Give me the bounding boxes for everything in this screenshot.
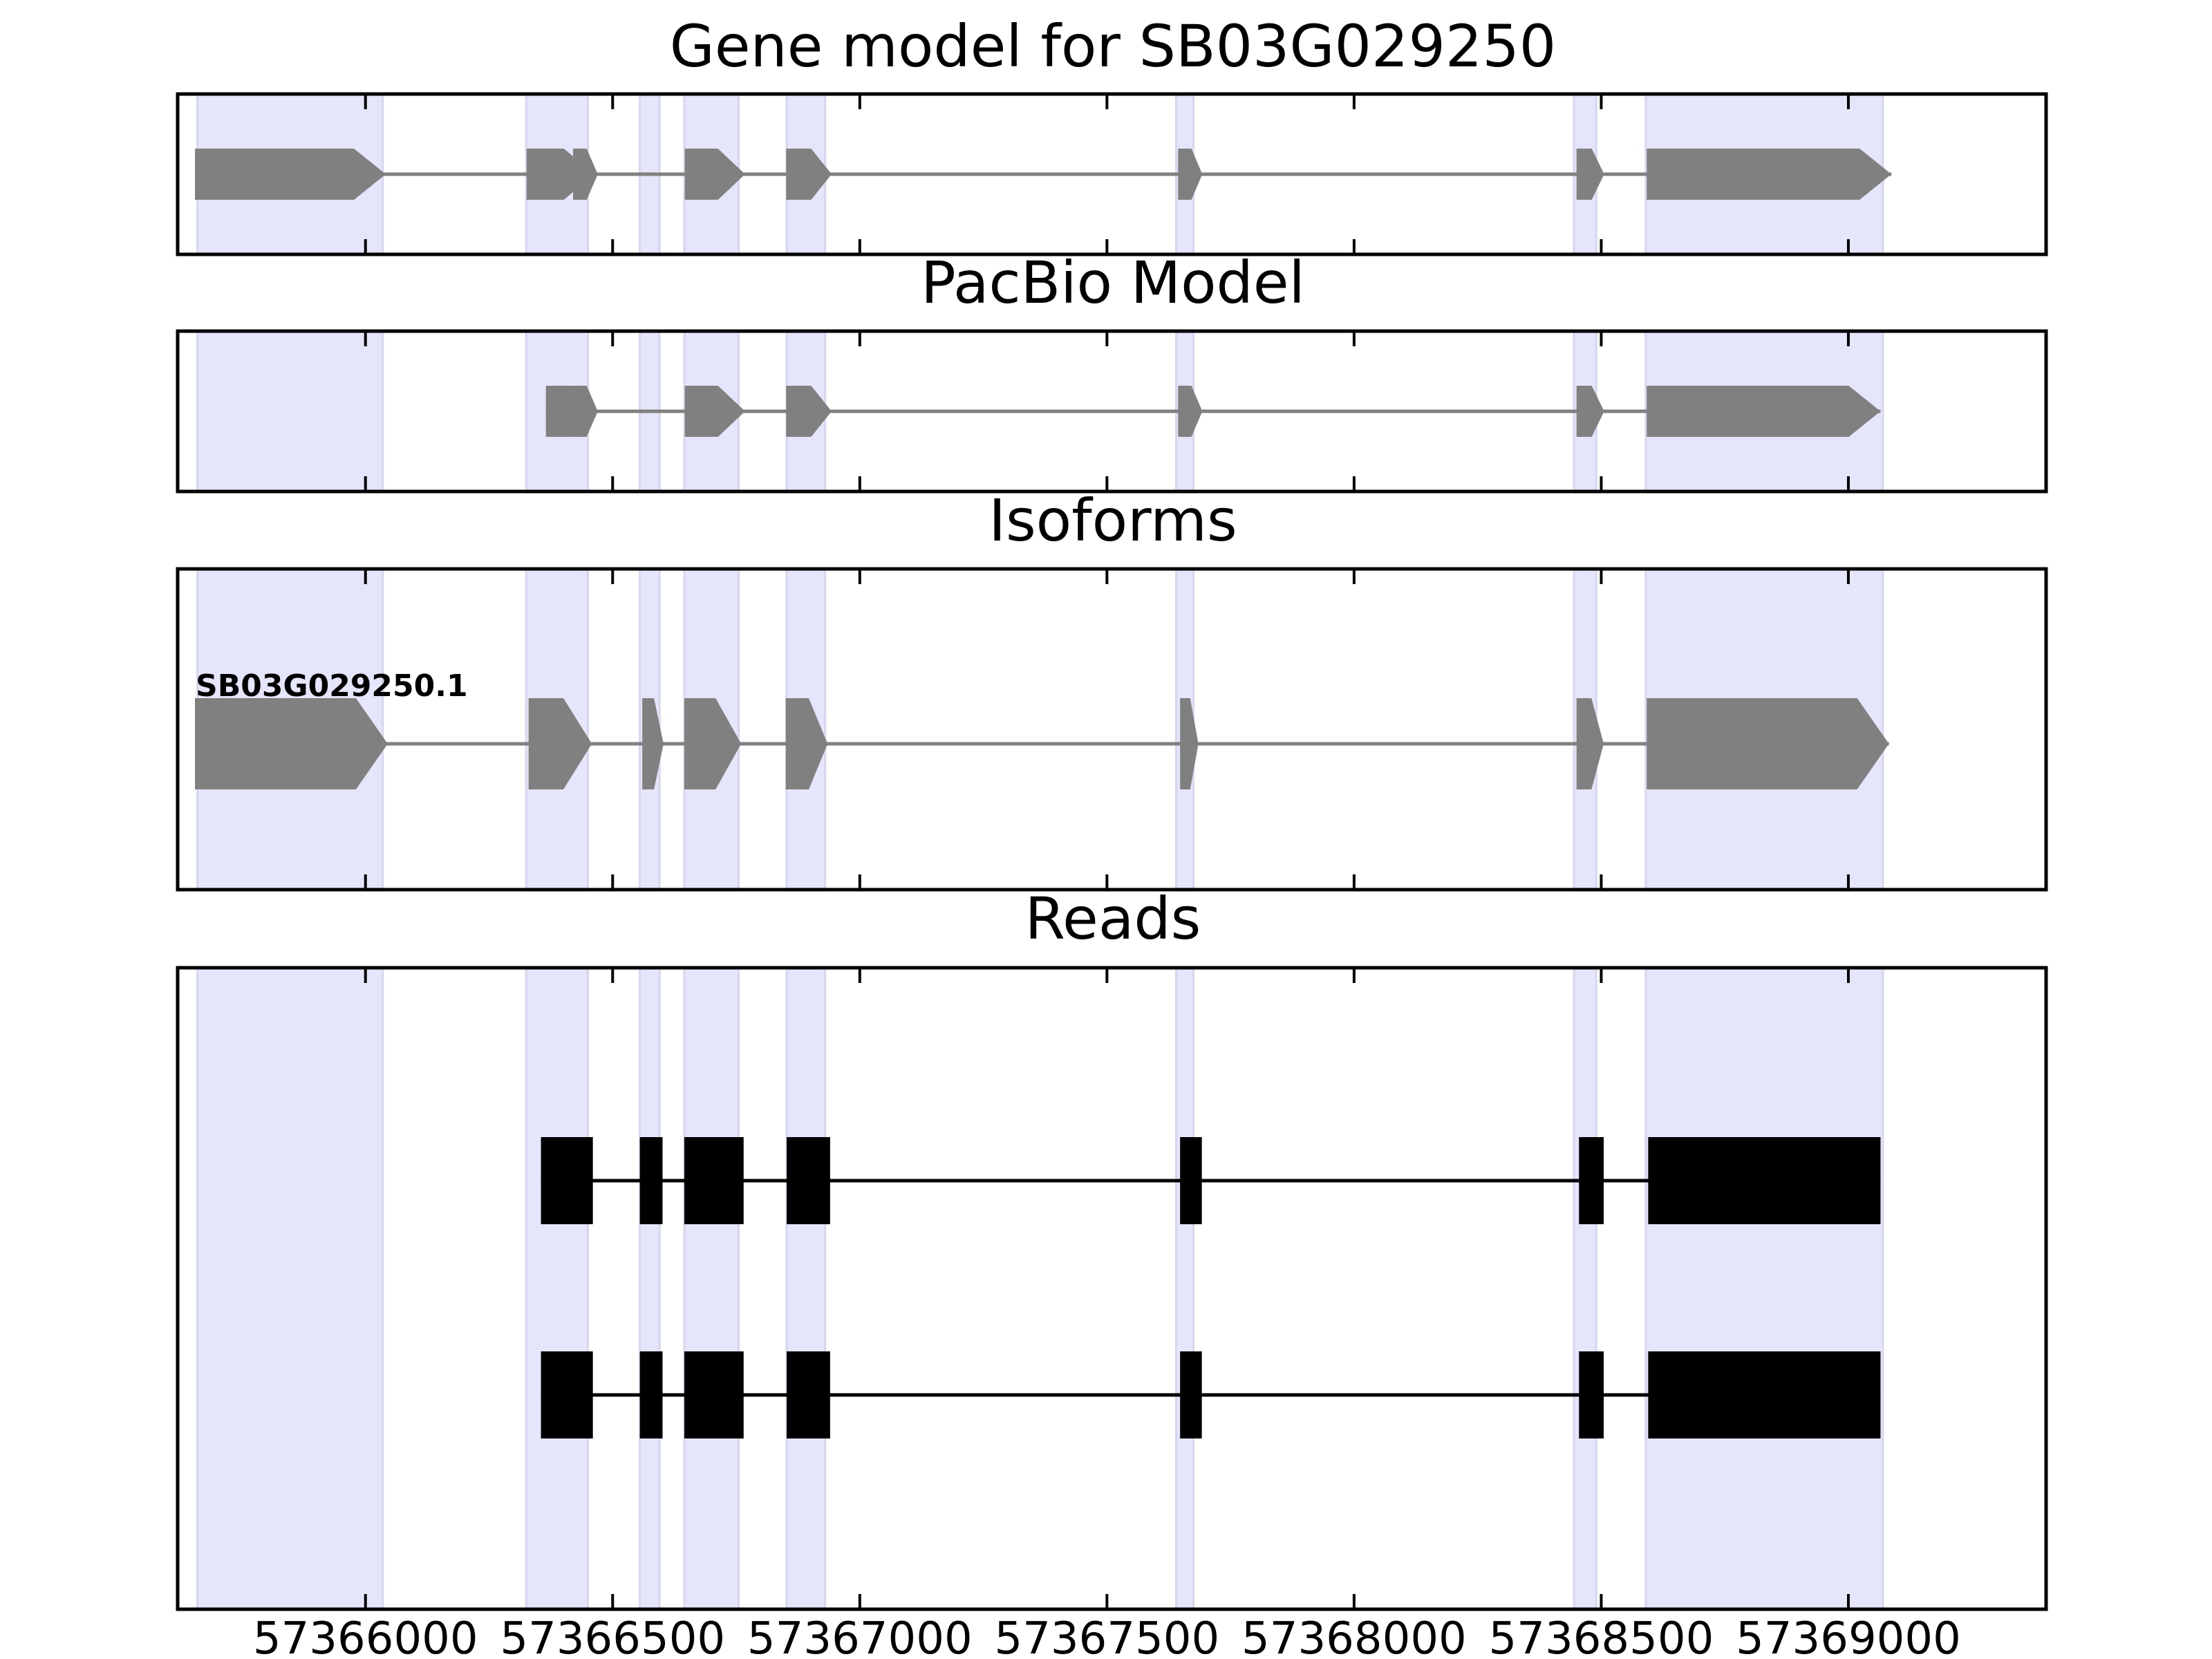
reads-frame xyxy=(176,966,2048,1611)
highlight-band xyxy=(1174,966,1194,1611)
pacbio-model-frame xyxy=(176,329,2048,494)
read-block xyxy=(1579,1137,1604,1224)
read-block xyxy=(541,1137,593,1224)
read-block xyxy=(1648,1351,1881,1438)
highlight-band xyxy=(785,966,827,1611)
read-block xyxy=(639,1137,663,1224)
x-tick-label: 57366000 xyxy=(253,1613,478,1659)
exon-shape xyxy=(786,149,832,200)
x-tick-label: 57368000 xyxy=(1241,1613,1467,1659)
read-block xyxy=(541,1351,593,1438)
gene-model-ticks xyxy=(364,94,1850,254)
gene-model-title: Gene model for SB03G029250 xyxy=(670,12,1556,80)
highlight-band xyxy=(683,966,740,1611)
highlight-band xyxy=(1573,966,1597,1611)
read-block xyxy=(786,1351,830,1438)
gene-model-marks xyxy=(195,149,1892,200)
exon-shape xyxy=(195,149,386,200)
exon-shape xyxy=(1576,386,1604,437)
exon-shape xyxy=(573,149,598,200)
read-block xyxy=(786,1137,830,1224)
highlight-band xyxy=(196,330,384,493)
exon-shape xyxy=(684,698,742,789)
exon-shape xyxy=(528,698,592,789)
x-tick-labels: 57366000 57366500 57367000 57367500 57368000… xyxy=(253,1613,1961,1659)
reads-title: Reads xyxy=(1025,885,1201,953)
exon-shape xyxy=(785,698,828,789)
exon-shape xyxy=(195,698,388,789)
exon-shape xyxy=(1178,149,1203,200)
gene-model-panel: Gene model for SB03G029250 xyxy=(176,12,2048,256)
isoforms-marks xyxy=(195,698,1889,789)
read-block xyxy=(1180,1351,1202,1438)
pacbio-model-ticks xyxy=(364,331,1850,491)
read-block xyxy=(639,1351,663,1438)
read-block xyxy=(1180,1137,1202,1224)
reads-highlight-bands xyxy=(196,966,1884,1611)
pacbio-model-marks xyxy=(545,386,1881,437)
read-block xyxy=(684,1137,744,1224)
exon-shape xyxy=(786,386,832,437)
isoforms-panel: Isoforms SB03G029250.1 xyxy=(176,487,2048,892)
read-block xyxy=(1648,1137,1881,1224)
isoforms-frame xyxy=(176,567,2048,892)
isoforms-highlight-bands xyxy=(196,568,1884,891)
exon-shape xyxy=(684,386,745,437)
exon-shape xyxy=(573,386,598,437)
x-tick-label: 57369000 xyxy=(1736,1613,1961,1659)
pacbio-model-panel: PacBio Model xyxy=(176,249,2048,494)
isoforms-title: Isoforms xyxy=(988,487,1237,554)
gene-model-frame xyxy=(176,92,2048,256)
exon-shape xyxy=(1647,149,1892,200)
exon-shape xyxy=(1576,149,1604,200)
exon-shape xyxy=(1576,698,1604,789)
highlight-band xyxy=(196,966,384,1611)
highlight-band xyxy=(525,966,590,1611)
pacbio-model-title: PacBio Model xyxy=(921,249,1305,317)
exon-shape xyxy=(1178,386,1203,437)
isoforms-ticks xyxy=(364,569,1850,890)
exon-shape xyxy=(684,149,745,200)
isoform-label: SB03G029250.1 xyxy=(196,668,468,704)
highlight-band xyxy=(1644,966,1884,1611)
exon-shape xyxy=(1647,386,1881,437)
exon-shape xyxy=(1180,698,1199,789)
read-block xyxy=(684,1351,744,1438)
read-block xyxy=(1579,1351,1604,1438)
x-tick-label: 57367500 xyxy=(994,1613,1219,1659)
highlight-band xyxy=(639,966,661,1611)
reads-marks xyxy=(541,1137,1881,1438)
exon-shape xyxy=(642,698,664,789)
reads-ticks xyxy=(364,968,1850,1609)
x-tick-label: 57368500 xyxy=(1489,1613,1714,1659)
x-tick-label: 57366500 xyxy=(500,1613,725,1659)
reads-panel: Reads 57366000 57366500 57367000 57367500 57… xyxy=(176,885,2048,1659)
x-tick-label: 57367000 xyxy=(747,1613,973,1659)
exon-shape xyxy=(1647,698,1889,789)
